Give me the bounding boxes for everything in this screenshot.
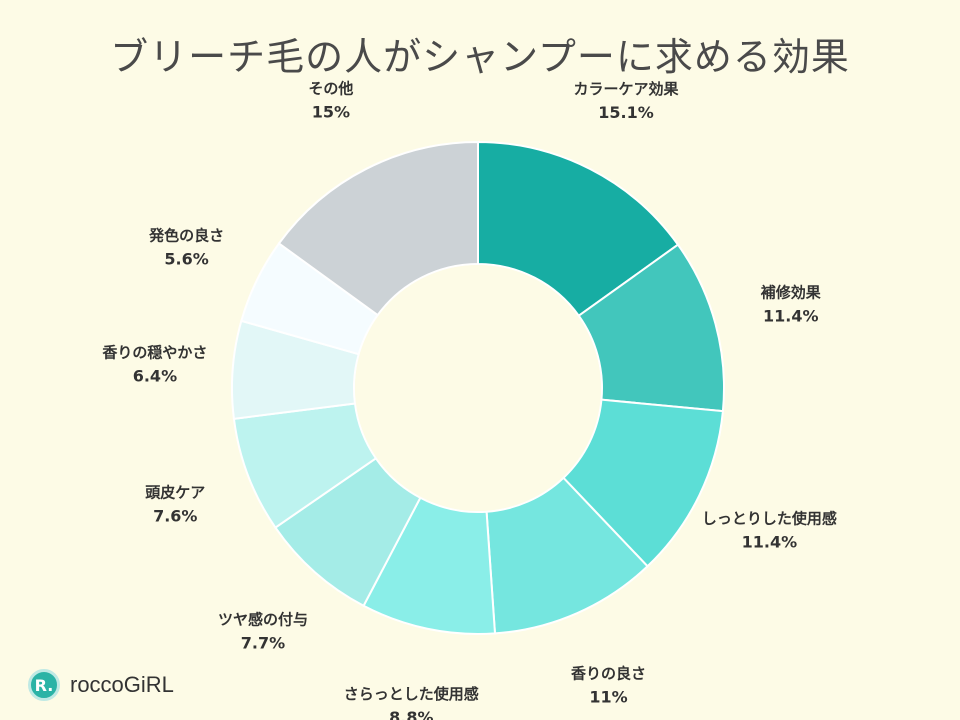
slice-value-10: 15% xyxy=(312,102,350,121)
slice-value-7: 7.6% xyxy=(153,506,197,525)
slice-value-2: 11.4% xyxy=(763,306,819,325)
logo-icon: R. xyxy=(28,669,60,701)
slice-value-8: 6.4% xyxy=(133,367,177,386)
slice-label-4: 香りの良さ xyxy=(571,665,646,683)
slice-label-9: 発色の良さ xyxy=(148,226,224,244)
slice-label-10: その他 xyxy=(308,79,353,97)
slice-label-1: カラーケア効果 xyxy=(573,80,679,98)
donut-hole xyxy=(355,265,601,511)
slice-label-7: 頭皮ケア xyxy=(145,483,205,501)
logo-text: roccoGiRL xyxy=(70,672,174,697)
slice-value-5: 8.8% xyxy=(389,708,433,720)
slice-value-4: 11% xyxy=(589,688,627,707)
slice-value-3: 11.4% xyxy=(742,533,798,552)
chart-title: ブリーチ毛の人がシャンプーに求める効果 xyxy=(110,35,850,79)
slice-label-3: しっとりした使用感 xyxy=(702,510,837,528)
slice-label-5: さらっとした使用感 xyxy=(344,685,479,703)
slice-value-1: 15.1% xyxy=(598,103,654,122)
slice-label-2: 補修効果 xyxy=(760,283,822,301)
slice-1 xyxy=(477,140,680,318)
brand-logo: R. roccoGiRL xyxy=(28,668,174,702)
slice-label-6: ツヤ感の付与 xyxy=(218,610,308,628)
slice-label-8: 香りの穏やかさ xyxy=(102,344,207,362)
slice-value-6: 7.7% xyxy=(241,633,285,652)
slice-10 xyxy=(277,140,479,317)
slice-value-9: 5.6% xyxy=(164,249,208,268)
